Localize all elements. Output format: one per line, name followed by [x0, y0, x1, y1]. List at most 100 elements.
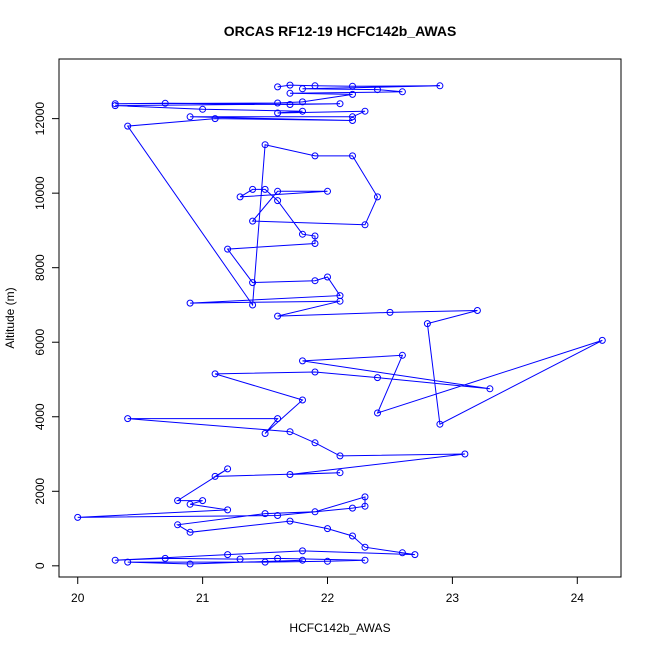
data-point — [299, 85, 306, 93]
data-point — [261, 185, 269, 193]
data-point — [324, 273, 331, 281]
data-point — [311, 439, 319, 447]
data-point — [274, 187, 282, 195]
data-point — [224, 245, 232, 253]
data-point — [411, 551, 419, 559]
data-point — [311, 368, 319, 376]
y-tick-label: 4000 — [33, 403, 47, 430]
data-point — [349, 117, 356, 124]
data-point — [336, 100, 344, 108]
data-point — [324, 187, 331, 195]
data-point — [336, 297, 344, 305]
data-point — [274, 554, 282, 562]
data-point — [299, 547, 306, 555]
data-point — [261, 558, 269, 566]
data-point — [299, 396, 306, 404]
y-tick-label: 6000 — [33, 329, 47, 356]
y-axis-label: Altitude (m) — [3, 287, 17, 348]
series-line — [77, 84, 603, 565]
data-point — [74, 513, 82, 521]
data-point — [199, 497, 207, 505]
x-tick-label: 21 — [196, 591, 210, 605]
data-point — [111, 100, 119, 108]
data-point — [274, 109, 282, 117]
data-point — [299, 98, 306, 106]
data-point — [361, 556, 369, 564]
data-point — [311, 277, 319, 285]
data-point — [361, 107, 369, 115]
data-point — [386, 308, 394, 316]
data-point — [374, 409, 381, 417]
data-point — [286, 101, 294, 108]
plot-frame — [58, 58, 622, 578]
data-point — [124, 415, 132, 423]
data-point — [324, 525, 331, 533]
y-tick-label: 0 — [33, 562, 47, 569]
data-point — [324, 557, 331, 565]
data-point — [436, 420, 444, 428]
data-point — [249, 279, 257, 287]
data-point — [161, 99, 169, 107]
data-point — [311, 240, 319, 247]
data-point — [311, 152, 319, 160]
data-point — [361, 502, 369, 510]
x-tick-label: 20 — [71, 591, 85, 605]
data-point — [349, 504, 356, 512]
data-point — [236, 193, 244, 201]
data-point — [224, 506, 232, 514]
x-tick-label: 23 — [446, 591, 460, 605]
data-point — [286, 89, 294, 97]
data-point — [336, 452, 344, 460]
chart-title: ORCAS RF12-19 HCFC142b_AWAS — [224, 23, 457, 39]
data-point — [398, 88, 406, 96]
data-point — [361, 221, 369, 229]
y-tick-label: 8000 — [33, 254, 47, 281]
data-point — [374, 374, 381, 382]
data-point — [111, 556, 119, 564]
data-point — [473, 307, 481, 314]
data-point — [299, 357, 306, 365]
data-point — [261, 510, 269, 518]
data-point — [249, 301, 257, 309]
data-point — [311, 82, 319, 90]
data-point — [274, 83, 282, 91]
data-point — [374, 86, 381, 94]
data-point — [274, 415, 282, 423]
y-tick-label: 12000 — [33, 102, 47, 136]
data-point — [161, 554, 169, 562]
data-point — [261, 141, 269, 149]
data-point — [249, 217, 257, 225]
x-axis: 20 21 22 23 24 — [71, 576, 584, 605]
data-point — [274, 197, 282, 205]
data-point — [349, 113, 356, 121]
y-axis: 0 2000 4000 6000 8000 10000 12000 — [33, 102, 60, 569]
data-point — [186, 528, 194, 536]
y-tick-label: 10000 — [33, 176, 47, 210]
series-layer — [74, 81, 606, 568]
data-point — [286, 428, 294, 436]
data-point — [349, 152, 356, 160]
data-point — [274, 512, 282, 519]
data-point — [174, 521, 182, 529]
data-point — [598, 336, 606, 344]
data-point — [423, 320, 431, 328]
data-point — [124, 122, 132, 130]
data-point — [211, 115, 219, 123]
data-point — [274, 99, 282, 107]
data-point — [349, 532, 356, 540]
data-point — [286, 517, 294, 525]
data-point — [224, 551, 232, 559]
data-point — [398, 351, 406, 359]
x-axis-label: HCFC142b_AWAS — [289, 621, 390, 635]
data-point — [299, 556, 306, 564]
data-point — [286, 81, 294, 89]
data-point — [211, 370, 219, 378]
data-point — [111, 102, 119, 110]
data-point — [461, 450, 469, 458]
data-point — [398, 549, 406, 557]
data-point — [274, 312, 282, 320]
data-point — [436, 82, 444, 90]
data-point — [299, 230, 306, 238]
